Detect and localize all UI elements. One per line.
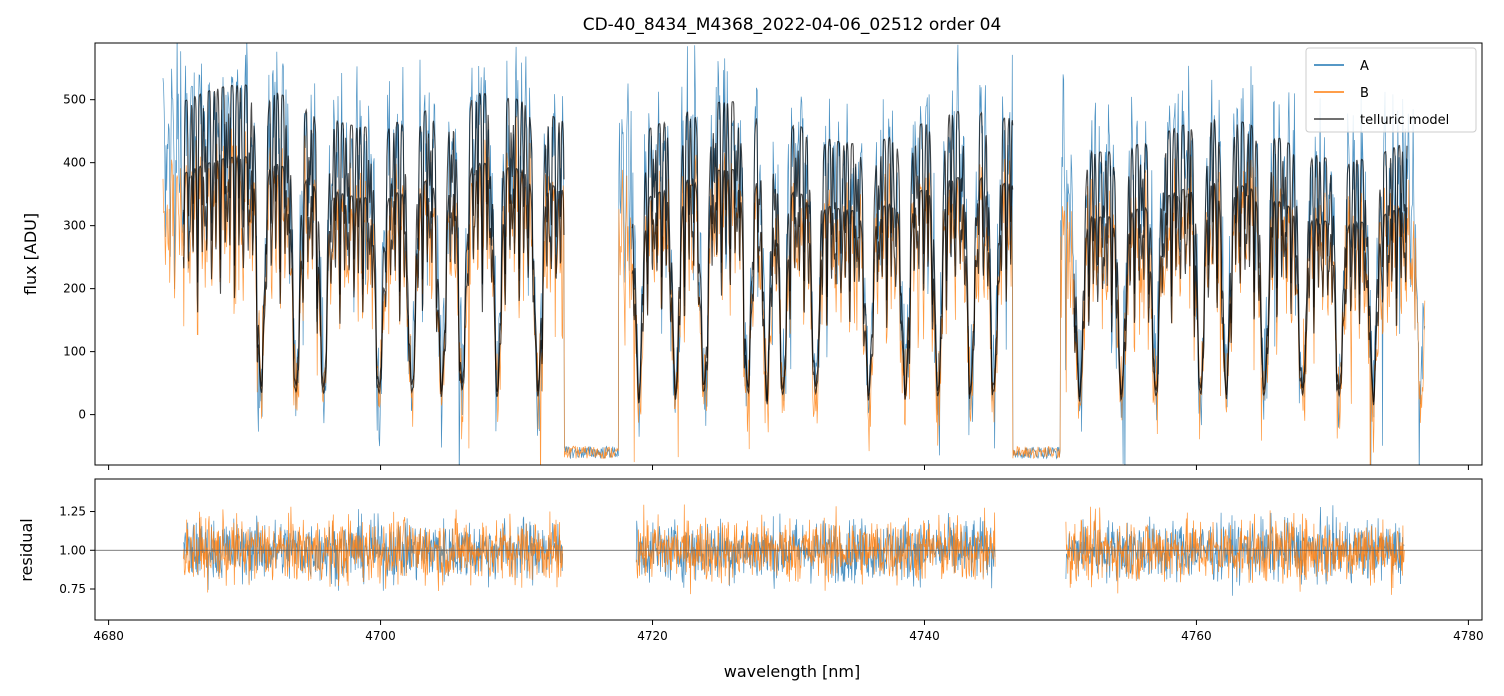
residual-plot-area: [95, 504, 1482, 596]
residual-y-tick-label: 0.75: [59, 582, 86, 596]
telluric-model-line-2-segment-2: [631, 169, 1014, 405]
residual-x-tick-label: 4760: [1181, 629, 1212, 643]
residual-y-tick-label: 1.00: [59, 543, 86, 557]
residual-x-tick-label: 4680: [93, 629, 124, 643]
residual-x-ticks: 4680 4700 4720 4740 4760 4780: [93, 620, 1484, 643]
flux-y-tick-label: 400: [63, 156, 86, 170]
flux-x-ticks: [108, 465, 1469, 470]
legend-label-telluric: telluric model: [1360, 113, 1449, 128]
residual-series-b-segment-3: [1065, 506, 1405, 595]
legend-label-a: A: [1360, 59, 1369, 74]
residual-x-tick-label: 4740: [909, 629, 940, 643]
legend: A B telluric model: [1305, 47, 1477, 133]
residual-axes-frame: [94, 478, 1483, 621]
residual-series-b-segment-1: [183, 506, 564, 593]
residual-panel: 0.75 1.00 1.25 4680 4700 4720 4740 4760 4780 re…: [17, 478, 1484, 643]
residual-y-ticks: 0.75 1.00 1.25: [59, 505, 95, 596]
telluric-model-line-2-segment-3: [1073, 183, 1408, 406]
residual-x-tick-label: 4780: [1453, 629, 1484, 643]
telluric-model-line-1-segment-1: [182, 84, 565, 393]
flux-plot-area: [162, 43, 1426, 465]
flux-y-tick-label: 300: [63, 219, 86, 233]
flux-y-ticks: 0 100 200 300 400 500: [63, 93, 95, 422]
telluric-model-line-2-segment-1: [182, 154, 565, 398]
flux-y-tick-label: 200: [63, 282, 86, 296]
residual-x-tick-label: 4720: [637, 629, 668, 643]
telluric-model-line-1-segment-2: [631, 101, 1014, 402]
flux-y-tick-label: 0: [78, 408, 86, 422]
legend-label-b: B: [1360, 86, 1369, 101]
x-axis-label: wavelength [nm]: [724, 662, 861, 681]
flux-panel: 0 100 200 300 400 500 flux [ADU] A B telluric…: [21, 42, 1483, 470]
flux-axes-frame: [94, 42, 1483, 466]
residual-x-tick-label: 4700: [365, 629, 396, 643]
flux-y-tick-label: 100: [63, 345, 86, 359]
flux-y-tick-label: 500: [63, 93, 86, 107]
legend-box: [1305, 47, 1477, 133]
chart-title: CD-40_8434_M4368_2022-04-06_02512 order …: [583, 15, 1002, 35]
residual-y-axis-label: residual: [17, 518, 36, 581]
flux-y-axis-label: flux [ADU]: [21, 213, 40, 295]
residual-series-b-segment-2: [635, 504, 996, 595]
residual-y-tick-label: 1.25: [59, 505, 86, 519]
